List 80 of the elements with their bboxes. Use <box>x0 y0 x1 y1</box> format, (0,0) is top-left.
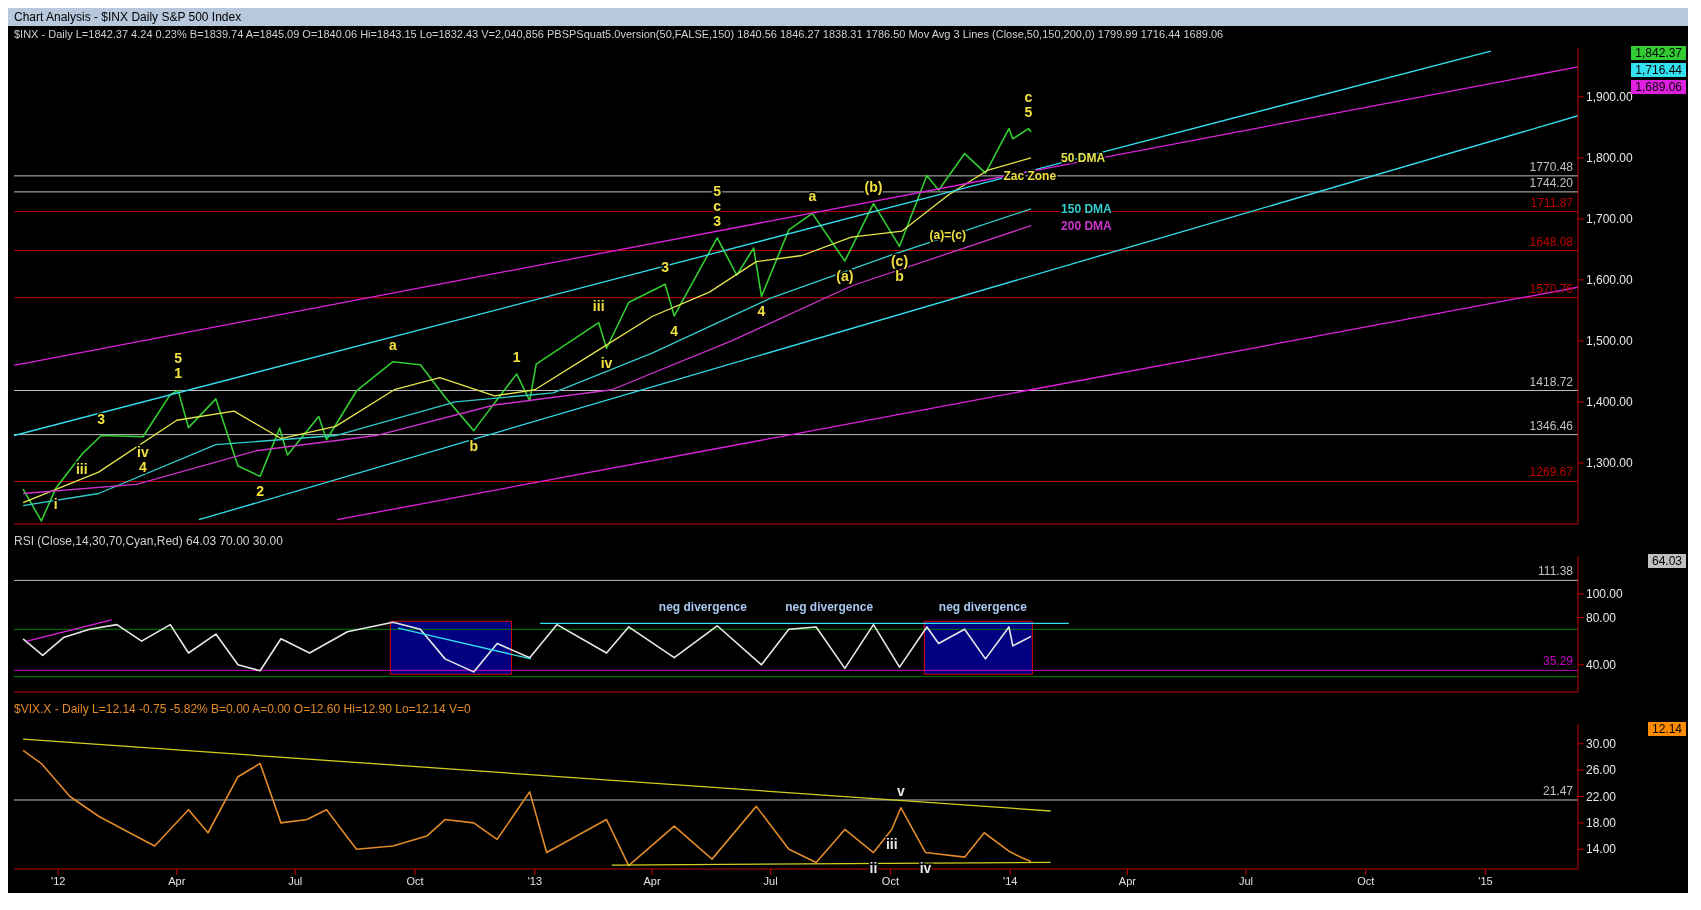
x-tick-label: Apr <box>1118 874 1137 887</box>
annotation: iii <box>885 836 898 853</box>
ref-line-label: 1269.67 <box>1529 465 1574 480</box>
x-tick-label: '13 <box>527 874 543 887</box>
ref-line-label: 111.38 <box>1538 564 1574 579</box>
y-tick-label: 26.00 <box>1586 763 1617 778</box>
annotation: a <box>389 336 398 353</box>
y-tick-label: 100.00 <box>1586 587 1624 602</box>
annotation: 1 <box>174 365 183 382</box>
x-tick-label: '15 <box>1478 874 1493 887</box>
text: 1,716.44 <box>1631 63 1686 77</box>
x-tick-label: '14 <box>1003 874 1018 887</box>
ref-line-label: 35.29 <box>1542 654 1574 669</box>
annotation: 4 <box>670 322 679 339</box>
x-tick-label: Oct <box>406 874 424 887</box>
annotation: iv <box>600 355 613 372</box>
text: 12.14 <box>1647 722 1686 736</box>
ref-line-label: 1648.08 <box>1529 234 1574 249</box>
ref-line-label: 21.47 <box>1542 783 1574 798</box>
annotation: c <box>713 197 722 214</box>
text: 64.03 <box>1647 554 1686 568</box>
annotation: iv <box>137 443 149 460</box>
annotation: neg divergence <box>938 600 1028 615</box>
y-tick-label: 1,600.00 <box>1586 273 1634 288</box>
annotation: 3 <box>97 410 106 427</box>
annotation: 5 <box>713 182 722 199</box>
chart-title: Chart Analysis - $INX Daily S&P 500 Index <box>14 10 242 24</box>
y-tick-label: 14.00 <box>1586 842 1617 857</box>
annotation: iii <box>592 297 605 314</box>
x-tick-label: '12 <box>51 874 66 887</box>
y-tick-label: 30.00 <box>1586 737 1617 752</box>
ref-line-label: 1346.46 <box>1529 418 1574 433</box>
annotation: 4 <box>757 303 766 320</box>
y-tick-label: 1,400.00 <box>1586 395 1634 410</box>
y-tick-label: 22.00 <box>1586 789 1617 804</box>
annotation: c <box>1024 88 1033 105</box>
x-tick-label: Apr <box>168 874 186 887</box>
text: 200 DMA <box>1061 218 1113 233</box>
annotation: 4 <box>139 458 148 475</box>
chart-title: RSI (Close,14,30,70,Cyan,Red) 64.03 70.00 30.00 <box>14 534 283 548</box>
annotation: ii <box>869 859 878 876</box>
y-tick-label: 1,500.00 <box>1586 334 1634 349</box>
annotation: neg divergence <box>785 600 874 615</box>
annotation: 3 <box>713 212 722 229</box>
annotation: (a) <box>836 267 854 284</box>
y-tick-label: 80.00 <box>1586 610 1617 625</box>
line-series <box>22 621 1032 673</box>
annotation: neg divergence <box>658 600 748 615</box>
x-tick-label: Jul <box>1238 874 1253 887</box>
annotation: 5 <box>1024 103 1033 120</box>
x-tick-label: Oct <box>881 874 899 887</box>
x-tick-label: Jul <box>288 874 303 887</box>
chart-title: $VIX.X - Daily L=12.14 -0.75 -5.82% B=0.00 A=0.00 O=12.60 Hi=12.90 Lo=12.14 V=0 <box>14 702 471 716</box>
y-tick-label: 1,900.00 <box>1586 90 1634 105</box>
annotation: iv <box>919 859 932 876</box>
chart-subtitle: $INX - Daily L=1842.37 4.24 0.23% B=1839.74 A=1845.09 O=1840.06 Hi=1843.15 Lo=1832.43 V=2,040,856 PBSPSquat5.0version(50,FALSE,150) 1840.56 1846.27 1838.31 1786.50 Mov Avg 3 Lines (Close,50,150,200,0) 1799.99 1716.44 1689.06 <box>13 27 1225 42</box>
y-tick-label: 40.00 <box>1586 658 1617 673</box>
ref-line-label: 1744.20 <box>1529 175 1574 190</box>
text: 1,689.06 <box>1631 80 1686 94</box>
y-tick-label: 1,300.00 <box>1586 456 1634 471</box>
x-tick-label: Oct <box>1357 874 1375 887</box>
x-tick-label: Apr <box>643 874 661 887</box>
annotation: (b) <box>864 178 883 195</box>
annotation: iii <box>75 461 88 478</box>
annotation: 2 <box>256 483 265 500</box>
annotation: i <box>53 495 58 512</box>
ref-line-label: 1418.72 <box>1529 374 1574 389</box>
y-tick-label: 1,700.00 <box>1586 212 1634 227</box>
annotation: 5 <box>174 350 183 367</box>
ref-line-label: 1711.87 <box>1530 195 1574 210</box>
x-tick-label: Jul <box>763 874 778 887</box>
annotation: b <box>469 437 478 454</box>
y-tick-label: 1,800.00 <box>1586 151 1634 166</box>
annotation: a <box>808 188 817 205</box>
text: 1,842.37 <box>1631 46 1686 60</box>
y-tick-label: 18.00 <box>1586 816 1617 831</box>
ref-line-label: 1770.48 <box>1529 159 1574 174</box>
ref-line-label: 1570.76 <box>1529 281 1574 296</box>
annotation: v <box>896 782 905 799</box>
annotation: 1 <box>512 348 521 365</box>
